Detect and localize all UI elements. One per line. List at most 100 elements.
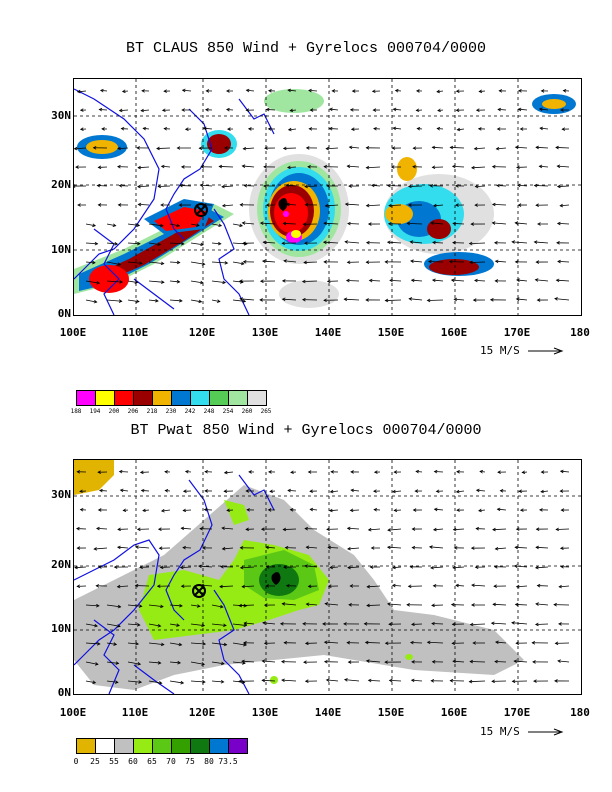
wind-arrow: [304, 565, 318, 568]
p1-lon-120e: 120E: [188, 326, 216, 339]
wind-arrow: [535, 566, 549, 569]
wind-arrow-head: [139, 470, 144, 475]
wind-arrow-head: [366, 603, 370, 608]
wind-arrow: [232, 661, 246, 664]
wind-arrow-head: [305, 545, 310, 550]
wind-arrow-head: [516, 278, 520, 282]
wind-arrow: [326, 679, 339, 682]
wind-arrow: [385, 299, 402, 301]
wind-arrow: [232, 223, 243, 227]
wind-arrow-head: [450, 278, 455, 283]
wind-arrow-head: [281, 602, 286, 606]
wind-arrow-head: [303, 260, 307, 265]
wind-arrow-head: [287, 488, 291, 493]
wind-arrow-head: [117, 545, 121, 550]
wind-arrow-head: [514, 260, 519, 264]
wind-arrow-head: [415, 469, 420, 474]
wind-arrow-head: [281, 279, 286, 283]
wind-arrow-head: [534, 278, 539, 282]
wind-arrow-head: [408, 297, 413, 301]
panel1-colorbar-label: 194: [89, 408, 101, 415]
wind-arrow: [148, 299, 159, 302]
wind-arrow-head: [511, 621, 515, 625]
wind-arrow: [434, 508, 444, 511]
wind-arrow-head: [160, 604, 164, 609]
wind-arrow-head: [326, 527, 330, 532]
wind-arrow: [232, 680, 245, 683]
panel2-colorbar-label: 75: [185, 757, 195, 766]
wind-arrow-head: [75, 165, 79, 169]
wind-arrow-head: [556, 241, 560, 245]
wind-arrow-head: [216, 299, 221, 303]
wind-arrow-head: [79, 127, 84, 131]
wind-arrow-head: [367, 678, 372, 683]
wind-arrow: [514, 565, 528, 568]
wind-arrow: [347, 566, 360, 569]
wind-arrow-head: [326, 279, 331, 284]
wind-arrow: [430, 566, 444, 569]
wind-arrow: [211, 280, 226, 284]
wind-arrow-head: [433, 469, 438, 474]
wind-arrow-head: [224, 261, 229, 265]
wind-arrow-head: [344, 202, 349, 207]
wind-arrow: [161, 509, 171, 512]
wind-arrow-head: [92, 260, 96, 265]
p2-scale-label: 15 M/S: [480, 725, 520, 738]
wind-arrow-head: [164, 488, 169, 493]
wind-arrow: [392, 584, 402, 587]
wind-arrow-head: [475, 108, 480, 112]
wind-arrow-head: [432, 203, 437, 208]
wind-arrow-head: [513, 564, 518, 568]
panel1-colorbar-label: 265: [260, 408, 272, 415]
wind-arrow-head: [539, 508, 543, 512]
wind-arrow-head: [179, 298, 183, 303]
wind-arrow-head: [184, 469, 189, 474]
wind-arrow-head: [263, 603, 268, 607]
wind-arrow: [323, 241, 339, 244]
wind-arrow-head: [117, 624, 121, 628]
wind-arrow: [190, 242, 204, 246]
wind-arrow-head: [521, 470, 526, 475]
wind-arrow: [127, 623, 140, 626]
wind-arrow: [453, 223, 465, 225]
wind-arrow-head: [136, 223, 141, 227]
wind-arrow: [329, 509, 339, 512]
wind-arrow: [94, 547, 108, 550]
p2-lon-150e: 150E: [377, 706, 405, 719]
wind-arrow-head: [557, 659, 561, 663]
wind-arrow-head: [203, 507, 208, 512]
p1-lon-100e: 100E: [59, 326, 87, 339]
wind-arrow-head: [537, 222, 541, 226]
wind-arrow-head: [534, 565, 539, 570]
wind-arrow-head: [412, 508, 417, 512]
wind-arrow: [366, 204, 381, 207]
wind-arrow: [517, 184, 528, 187]
wind-arrow-head: [393, 508, 398, 513]
wind-arrow-head: [303, 660, 307, 664]
wind-arrow: [148, 280, 164, 283]
wind-arrow-head: [431, 145, 436, 150]
wind-arrow-head: [265, 565, 270, 569]
wind-arrow-head: [283, 259, 287, 263]
wind-arrow-head: [449, 145, 454, 150]
wind-arrow-head: [241, 584, 246, 589]
wind-arrow-head: [118, 469, 123, 474]
p1-lon-170e: 170E: [503, 326, 531, 339]
wind-arrow: [409, 298, 423, 301]
p2-lon-160e: 160E: [440, 706, 468, 719]
wind-arrow: [427, 641, 444, 644]
wind-arrow-head: [518, 89, 522, 93]
wind-arrow: [324, 641, 339, 644]
wind-arrow-head: [227, 127, 231, 131]
wind-arrow: [141, 490, 150, 492]
wind-arrow: [183, 509, 192, 511]
panel2-colorbar-swatch: [134, 739, 153, 753]
wind-arrow-head: [307, 165, 311, 169]
wind-arrow-head: [198, 146, 203, 150]
wind-arrow-head: [139, 261, 143, 265]
wind-arrow-head: [433, 507, 438, 512]
wind-arrow: [344, 298, 360, 301]
wind-arrow-head: [535, 260, 540, 264]
wind-arrow: [387, 528, 402, 531]
wind-arrow: [471, 166, 486, 169]
